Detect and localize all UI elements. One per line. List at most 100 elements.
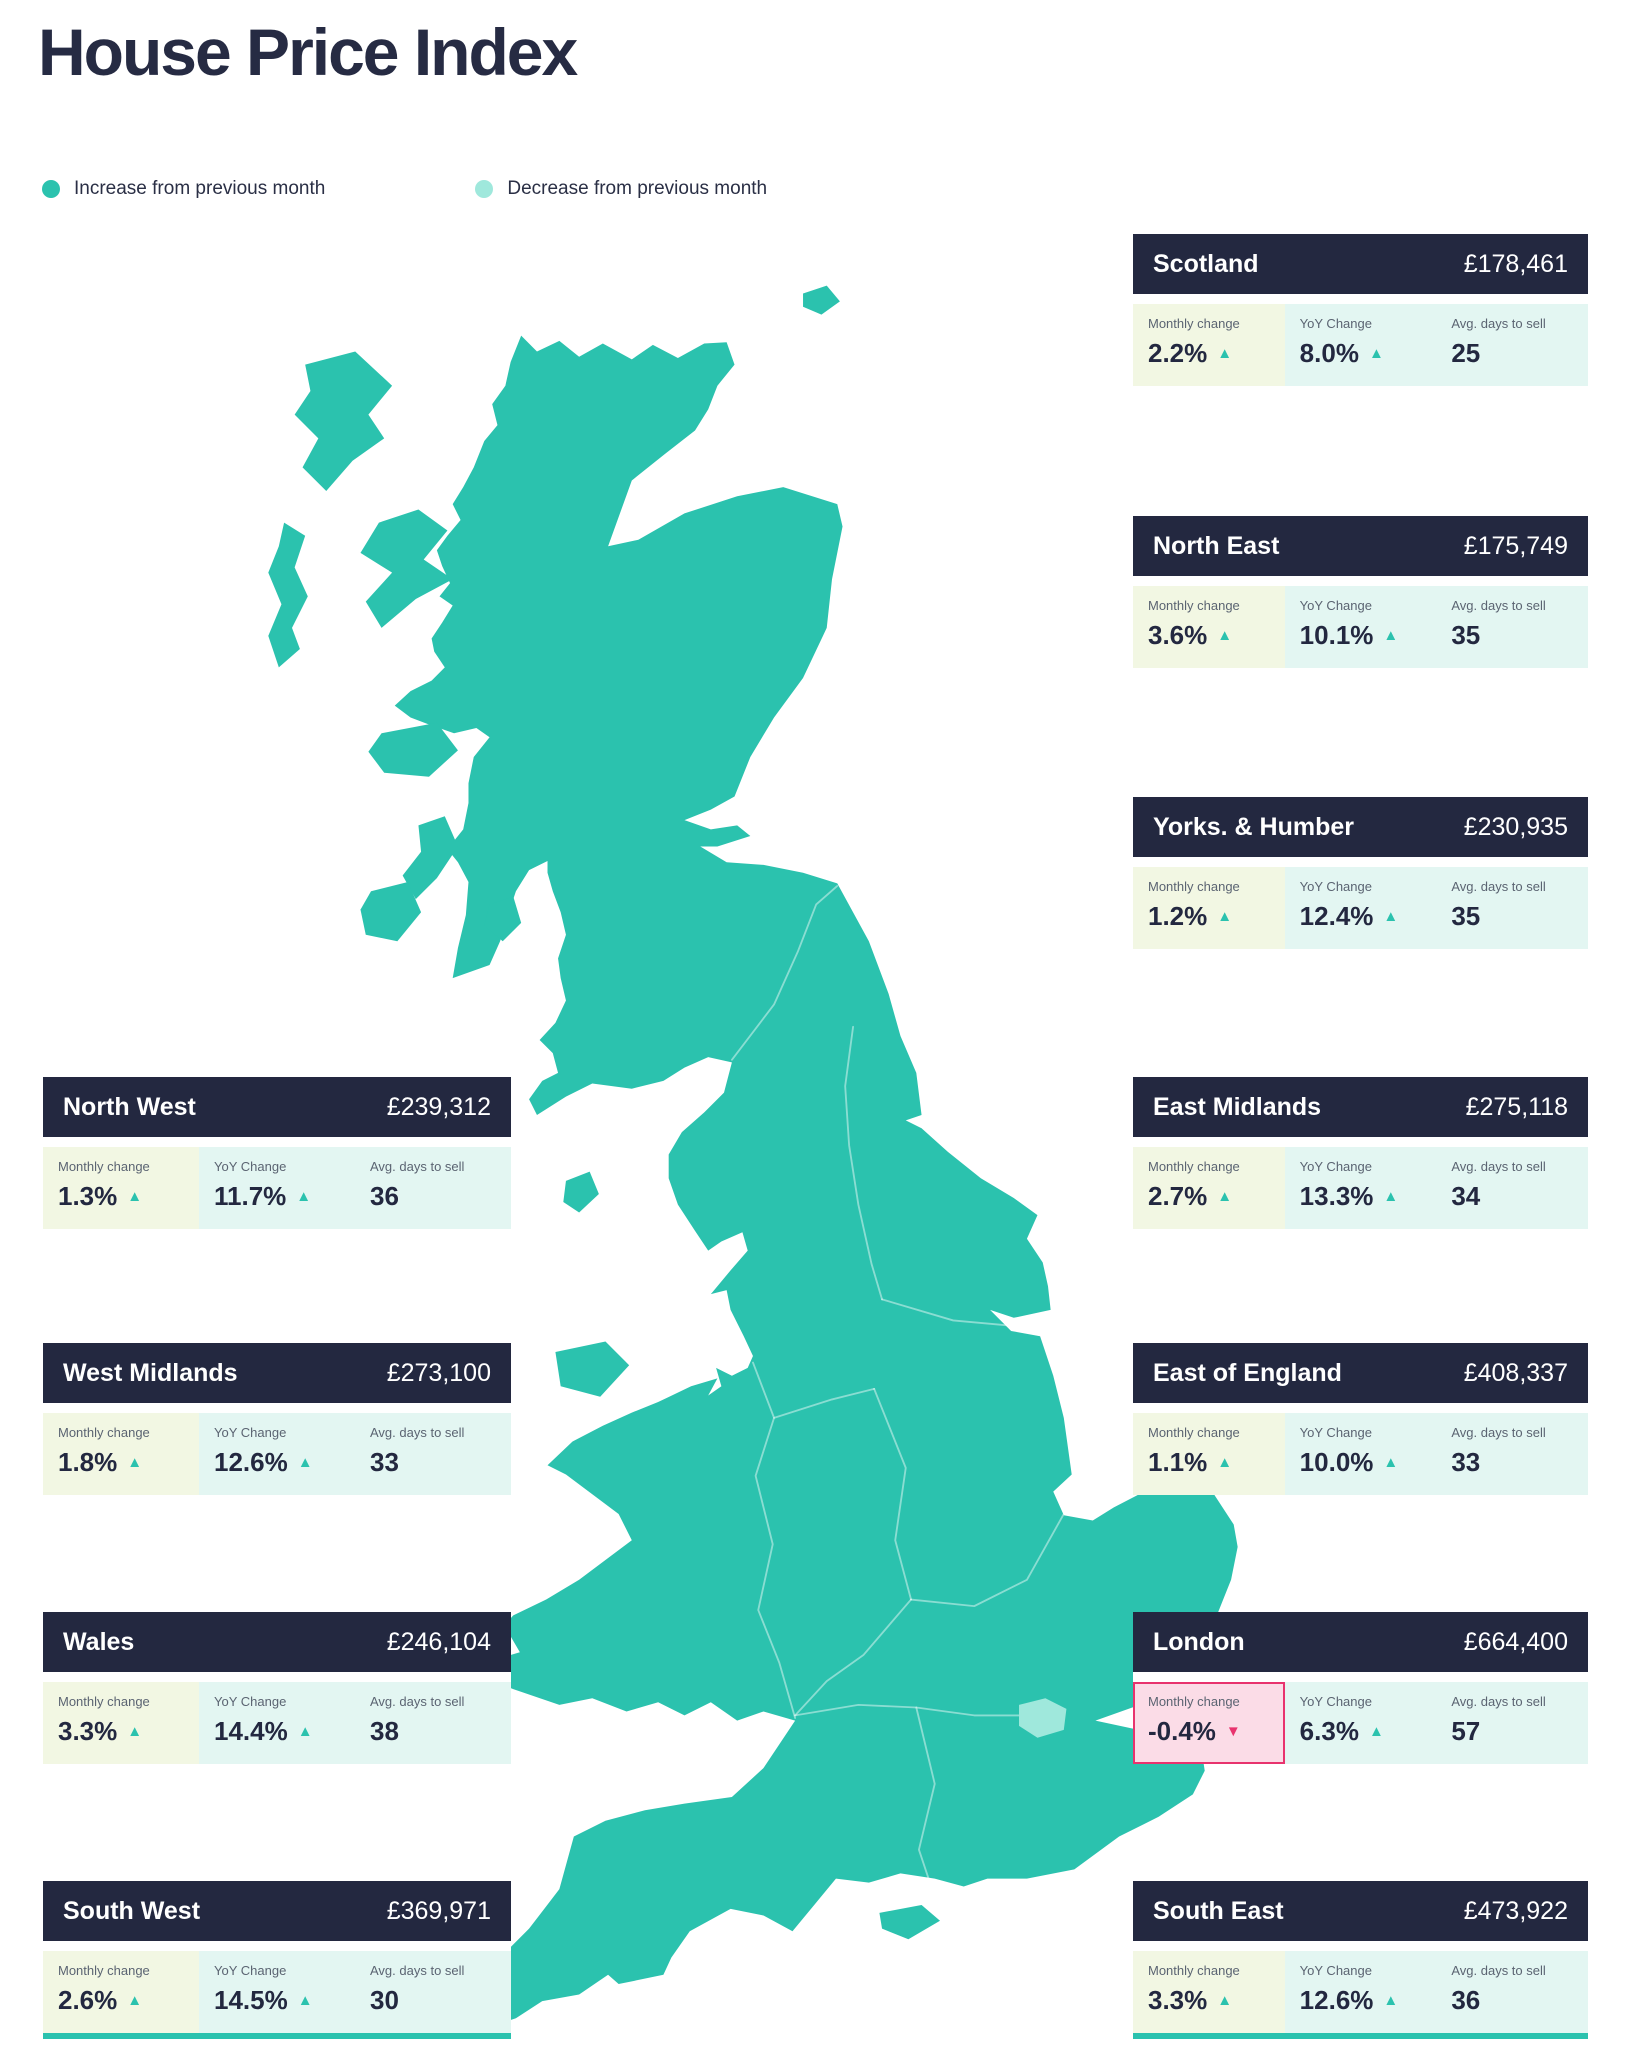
- region-card-stats: Monthly change 3.3% ▲ YoY Change 12.6% ▲…: [1133, 1951, 1589, 2039]
- yoy-change-cell: YoY Change 6.3% ▲: [1284, 1682, 1437, 1764]
- monthly-change-number: -0.4%: [1148, 1716, 1216, 1746]
- days-to-sell-value: 35: [1451, 901, 1582, 932]
- days-to-sell-label: Avg. days to sell: [1451, 316, 1546, 331]
- days-to-sell-value: 57: [1451, 1716, 1582, 1747]
- days-to-sell-label: Avg. days to sell: [370, 1425, 465, 1440]
- yoy-change-label: YoY Change: [1299, 316, 1372, 331]
- yoy-change-number: 11.7%: [214, 1181, 287, 1211]
- trend-up-icon: ▲: [1383, 908, 1399, 925]
- days-to-sell-value: 34: [1451, 1181, 1582, 1212]
- region-card-header: Yorks. & Humber £230,935: [1133, 797, 1588, 857]
- days-to-sell-number: 57: [1451, 1716, 1481, 1746]
- region-average-price: £239,312: [386, 1092, 491, 1121]
- monthly-change-label: Monthly change: [1148, 1694, 1240, 1709]
- days-to-sell-value: 33: [1451, 1447, 1582, 1478]
- region-card-header: West Midlands £273,100: [43, 1343, 511, 1403]
- monthly-change-number: 2.7%: [1148, 1181, 1208, 1211]
- days-to-sell-number: 33: [370, 1447, 399, 1477]
- monthly-change-value: 1.8% ▲: [58, 1447, 193, 1478]
- yoy-change-value: 14.5% ▲: [214, 1985, 349, 2016]
- monthly-change-label: Monthly change: [1148, 1963, 1240, 1978]
- monthly-change-value: -0.4% ▼: [1148, 1716, 1279, 1747]
- days-to-sell-label: Avg. days to sell: [1451, 1963, 1546, 1978]
- region-card: North West £239,312 Monthly change 1.3% …: [43, 1077, 511, 1229]
- region-card: Scotland £178,461 Monthly change 2.2% ▲ …: [1133, 234, 1589, 386]
- trend-up-icon: ▲: [127, 1454, 143, 1471]
- monthly-change-cell: Monthly change 3.3% ▲: [43, 1682, 199, 1764]
- region-name: Scotland: [1153, 249, 1259, 278]
- region-card: South East £473,922 Monthly change 3.3% …: [1133, 1881, 1589, 2039]
- yoy-change-label: YoY Change: [1299, 1159, 1372, 1174]
- trend-up-icon: ▲: [1217, 1188, 1233, 1205]
- monthly-change-cell: Monthly change 2.7% ▲: [1133, 1147, 1285, 1229]
- trend-up-icon: ▲: [296, 1188, 312, 1205]
- monthly-change-cell: Monthly change 1.2% ▲: [1133, 867, 1285, 949]
- days-to-sell-cell: Avg. days to sell 57: [1436, 1682, 1589, 1764]
- region-card-stats: Monthly change 1.1% ▲ YoY Change 10.0% ▲…: [1133, 1413, 1589, 1495]
- yoy-change-cell: YoY Change 8.0% ▲: [1284, 304, 1437, 386]
- days-to-sell-value: 38: [370, 1716, 505, 1747]
- region-card-stats: Monthly change 3.3% ▲ YoY Change 14.4% ▲…: [43, 1682, 511, 1764]
- monthly-change-label: Monthly change: [1148, 598, 1240, 613]
- legend-item-decrease: Decrease from previous month: [475, 178, 767, 200]
- yoy-change-value: 12.4% ▲: [1300, 901, 1431, 932]
- monthly-change-cell: Monthly change 3.3% ▲: [1133, 1951, 1285, 2033]
- island-lewis-harris: [294, 351, 393, 492]
- region-name: South East: [1153, 1896, 1284, 1925]
- days-to-sell-number: 36: [370, 1181, 399, 1211]
- monthly-change-label: Monthly change: [58, 1694, 150, 1709]
- yoy-change-value: 8.0% ▲: [1300, 338, 1431, 369]
- yoy-change-label: YoY Change: [1299, 1694, 1372, 1709]
- yoy-change-cell: YoY Change 14.5% ▲: [199, 1951, 355, 2033]
- monthly-change-label: Monthly change: [1148, 1159, 1240, 1174]
- yoy-change-cell: YoY Change 10.0% ▲: [1284, 1413, 1437, 1495]
- island-isle-of-man: [563, 1171, 599, 1213]
- trend-up-icon: ▲: [127, 1992, 143, 2009]
- region-card-header: London £664,400: [1133, 1612, 1588, 1672]
- monthly-change-label: Monthly change: [1148, 1425, 1240, 1440]
- monthly-change-number: 1.8%: [58, 1447, 118, 1477]
- island-uists: [268, 522, 308, 668]
- monthly-change-label: Monthly change: [58, 1425, 150, 1440]
- region-card: East Midlands £275,118 Monthly change 2.…: [1133, 1077, 1589, 1229]
- yoy-change-number: 10.1%: [1299, 620, 1374, 650]
- trend-up-icon: ▲: [1217, 627, 1233, 644]
- yoy-change-number: 14.5%: [214, 1985, 288, 2015]
- days-to-sell-number: 33: [1451, 1447, 1481, 1477]
- trend-up-icon: ▲: [1217, 1454, 1233, 1471]
- region-card: North East £175,749 Monthly change 3.6% …: [1133, 516, 1589, 668]
- yoy-change-label: YoY Change: [1299, 879, 1372, 894]
- region-average-price: £230,935: [1463, 812, 1568, 841]
- monthly-change-cell: Monthly change 2.2% ▲: [1133, 304, 1285, 386]
- uk-map: [268, 285, 1238, 2024]
- region-card: Yorks. & Humber £230,935 Monthly change …: [1133, 797, 1589, 949]
- monthly-change-number: 1.3%: [58, 1181, 118, 1211]
- monthly-change-number: 1.2%: [1148, 901, 1208, 931]
- region-name: South West: [63, 1896, 201, 1925]
- monthly-change-value: 1.1% ▲: [1148, 1447, 1279, 1478]
- yoy-change-label: YoY Change: [1299, 598, 1372, 613]
- monthly-change-cell: Monthly change 1.3% ▲: [43, 1147, 199, 1229]
- trend-up-icon: ▲: [127, 1188, 143, 1205]
- days-to-sell-label: Avg. days to sell: [1451, 879, 1546, 894]
- region-card-header: Scotland £178,461: [1133, 234, 1588, 294]
- yoy-change-value: 11.7% ▲: [214, 1181, 349, 1212]
- trend-up-icon: ▲: [1368, 345, 1384, 362]
- monthly-change-value: 2.6% ▲: [58, 1985, 193, 2016]
- yoy-change-value: 12.6% ▲: [1300, 1985, 1431, 2016]
- legend-item-increase: Increase from previous month: [42, 178, 325, 200]
- monthly-change-value: 1.3% ▲: [58, 1181, 193, 1212]
- yoy-change-label: YoY Change: [1299, 1425, 1372, 1440]
- region-average-price: £273,100: [386, 1358, 491, 1387]
- monthly-change-value: 2.2% ▲: [1148, 338, 1279, 369]
- trend-down-icon: ▼: [1225, 1723, 1241, 1740]
- decrease-dot-icon: [475, 180, 494, 198]
- yoy-change-label: YoY Change: [214, 1159, 287, 1174]
- region-name: Wales: [63, 1627, 135, 1656]
- yoy-change-value: 10.0% ▲: [1300, 1447, 1431, 1478]
- yoy-change-value: 12.6% ▲: [214, 1447, 349, 1478]
- days-to-sell-label: Avg. days to sell: [370, 1963, 465, 1978]
- trend-up-icon: ▲: [1217, 345, 1233, 362]
- region-card-stats: Monthly change 1.8% ▲ YoY Change 12.6% ▲…: [43, 1413, 511, 1495]
- yoy-change-number: 8.0%: [1299, 338, 1359, 368]
